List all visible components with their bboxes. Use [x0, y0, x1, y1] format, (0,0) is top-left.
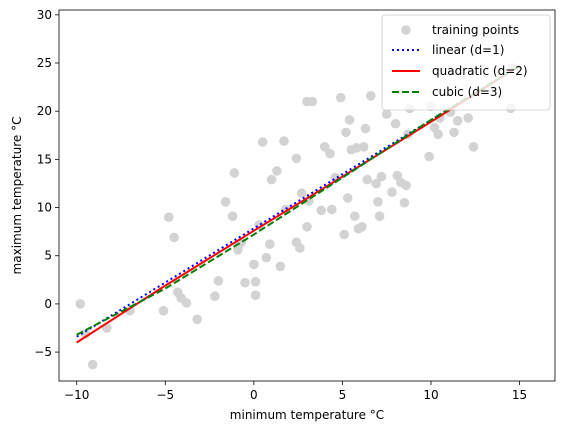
- training-point: [272, 166, 282, 176]
- y-tick-label: 20: [37, 104, 52, 118]
- training-point: [433, 129, 443, 140]
- training-point: [351, 143, 362, 153]
- training-point: [227, 211, 238, 221]
- training-point: [316, 205, 327, 216]
- training-point: [266, 174, 277, 185]
- training-point: [192, 314, 202, 325]
- training-point: [295, 243, 305, 253]
- training-point: [335, 92, 346, 103]
- training-point: [452, 116, 463, 126]
- training-point: [371, 178, 381, 189]
- training-point: [357, 222, 367, 232]
- legend-label-cubic: cubic (d=3): [432, 85, 502, 99]
- training-point: [169, 232, 179, 243]
- training-point: [296, 188, 307, 198]
- training-point: [75, 299, 86, 309]
- training-point: [399, 197, 410, 208]
- training-point: [374, 211, 385, 221]
- training-point: [390, 118, 401, 129]
- training-point: [257, 137, 268, 147]
- x-tick-label: 0: [250, 388, 258, 402]
- training-point: [250, 276, 261, 287]
- x-tick-label: 15: [512, 388, 527, 402]
- y-tick-label: −5: [34, 345, 52, 359]
- training-point: [339, 229, 350, 240]
- training-point: [327, 204, 337, 215]
- x-axis-ticks: −10 −5 0 5 10 15: [64, 381, 527, 402]
- training-point: [360, 123, 371, 134]
- plot-frame: [58, 9, 556, 382]
- training-point: [373, 197, 383, 207]
- training-point: [213, 276, 224, 286]
- training-point: [358, 142, 369, 152]
- x-tick-label: −5: [156, 388, 174, 402]
- training-point: [468, 142, 479, 152]
- training-point: [275, 261, 286, 272]
- training-point: [376, 171, 387, 182]
- x-tick-label: 5: [339, 388, 347, 402]
- y-tick-label: 0: [44, 297, 52, 311]
- legend: training points linear (d=1) quadratic (…: [381, 14, 551, 111]
- x-tick-label: −10: [64, 388, 89, 402]
- training-point: [307, 96, 318, 107]
- training-point: [125, 305, 135, 316]
- training-point: [302, 222, 312, 232]
- legend-label-linear: linear (d=1): [432, 43, 504, 57]
- series-line-2: [76, 65, 521, 336]
- y-axis-ticks: −5 0 5 10 15 20 25 30: [34, 8, 59, 359]
- training-point: [240, 277, 250, 288]
- training-point: [210, 291, 220, 302]
- training-point: [449, 127, 459, 138]
- x-tick-label: 10: [423, 388, 438, 402]
- training-point: [381, 109, 392, 119]
- y-tick-label: 25: [37, 56, 52, 70]
- training-point: [342, 193, 353, 203]
- y-tick-label: 5: [44, 249, 52, 263]
- series-line-0: [76, 65, 521, 338]
- legend-marker-training-points: [401, 25, 411, 35]
- training-point: [220, 197, 231, 207]
- training-point: [250, 290, 261, 301]
- legend-box: [381, 14, 551, 111]
- training-point: [265, 239, 275, 249]
- training-point: [229, 168, 240, 178]
- legend-label-training-points: training points: [432, 23, 519, 37]
- training-point: [319, 142, 330, 152]
- training-point: [362, 174, 373, 185]
- y-tick-label: 10: [37, 201, 52, 215]
- training-point: [261, 252, 272, 263]
- training-point: [401, 180, 412, 191]
- training-point: [366, 91, 376, 101]
- training-point: [181, 298, 192, 308]
- training-point: [279, 136, 289, 146]
- training-point: [291, 153, 302, 164]
- y-axis-label: maximum temperature °C: [10, 117, 24, 275]
- training-point: [424, 151, 435, 162]
- training-point: [344, 115, 355, 125]
- training-point: [341, 127, 351, 138]
- legend-label-quadratic: quadratic (d=2): [432, 64, 528, 78]
- training-point: [87, 359, 98, 370]
- x-axis-label: minimum temperature °C: [230, 408, 384, 422]
- y-tick-label: 15: [37, 152, 52, 166]
- training-point: [463, 113, 474, 123]
- y-tick-label: 30: [37, 8, 52, 22]
- training-point: [387, 187, 397, 197]
- training-point: [164, 212, 174, 222]
- training-point: [325, 148, 335, 159]
- training-point: [249, 259, 259, 270]
- training-point: [158, 305, 169, 316]
- training-point: [350, 211, 360, 221]
- fit-lines-layer: [76, 65, 521, 344]
